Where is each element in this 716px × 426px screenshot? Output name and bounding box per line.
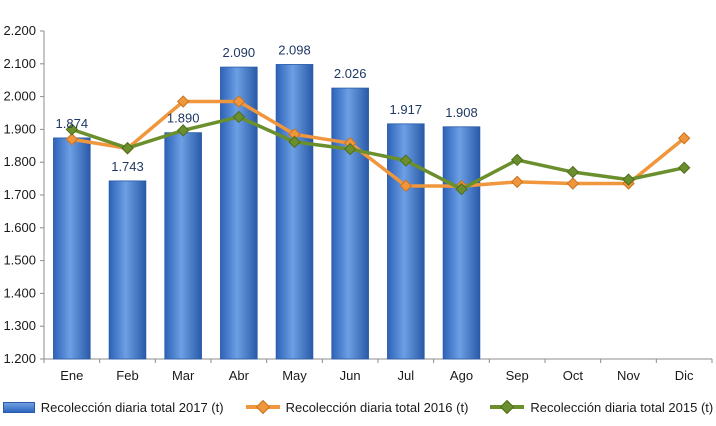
x-tick-label: Jun [340,368,361,383]
bar-data-label: 1.743 [111,159,144,174]
x-tick-label: Abr [229,368,250,383]
x-tick-label: Jul [398,368,415,383]
bar [164,132,202,360]
y-tick-label: 1.500 [3,253,36,268]
chart: 1.200 1.300 1.400 1.500 1.600 1.700 1.800 1.900… [3,23,713,383]
bar [442,126,481,360]
line-point-2015 [399,154,413,167]
y-tick-label: 1.800 [3,154,36,169]
bar-data-label: 1.908 [445,105,478,120]
bar-data-label: 2.026 [334,66,367,81]
bar-data-label: 1.917 [390,102,423,117]
line-series-2015 [71,115,685,191]
legend-item-2015: Recolección diaria total 2015 (t) [490,400,713,415]
legend-label-2015: Recolección diaria total 2015 (t) [530,399,714,415]
x-tick-label: Nov [617,368,641,383]
line-point-2015 [677,161,691,174]
line-point-2016 [232,95,246,108]
line-series-2016 [71,99,686,188]
line-point-2015 [566,165,580,179]
bar-data-label: 1.890 [167,111,200,126]
legend-line-swatch-2016 [245,399,280,415]
line-point-2016 [566,177,580,190]
bar [108,180,147,360]
line-series [65,95,691,196]
legend-label-2016: Recolección diaria total 2016 (t) [285,399,469,415]
bar [53,137,91,360]
line-point-2016 [677,132,691,145]
y-tick-label: 2.100 [3,56,36,71]
legend-item-2017: Recolección diaria total 2017 (t) [2,399,224,415]
line-point-2015 [288,135,301,149]
x-tick-label: Dic [675,368,694,383]
legend-label-2017: Recolección diaria total 2017 (t) [40,399,224,415]
y-tick-label: 1.200 [3,351,36,366]
y-tick-label: 1.600 [3,220,36,235]
legend-bar-swatch [2,401,35,413]
line-point-2015 [343,142,357,156]
data-labels: 1.874 1.743 1.890 2.090 2.098 2.026 1.917 1.908 [56,42,478,173]
x-tick-label: May [282,368,307,383]
x-tick-label: Feb [116,368,138,383]
line-point-2015 [232,110,246,124]
y-tick-label: 1.700 [3,187,36,202]
bar-data-label: 2.090 [223,45,256,60]
bar-data-label: 2.098 [278,42,311,57]
line-point-2015 [455,182,468,196]
line-point-2016 [510,175,524,189]
line-point-2015 [65,123,79,136]
bar-data-label: 1.874 [56,116,89,131]
line-point-2015 [176,124,190,137]
y-tick-label: 2.000 [3,89,36,104]
line-point-2015 [121,141,134,155]
y-tick-label: 1.300 [3,318,36,333]
line-point-2015 [510,153,524,167]
x-tick-label: Ago [450,368,473,383]
x-tick-label: Oct [563,368,584,383]
line-point-2016 [176,95,190,108]
bar [331,87,369,360]
legend-item-2016: Recolección diaria total 2016 (t) [245,399,469,415]
y-tick-label: 2.200 [3,23,36,38]
y-axis: 1.200 1.300 1.400 1.500 1.600 1.700 1.800 1.900… [3,23,45,366]
legend-line-swatch-2015 [490,399,525,415]
line-point-2015 [622,173,635,186]
line-point-2016 [65,133,79,146]
y-tick-label: 1.900 [3,121,36,136]
x-tick-label: Mar [172,368,195,383]
line-point-2016 [399,179,413,193]
legend: Recolección diaria total 2017 (t) Recole… [0,396,716,418]
x-tick-label: Ene [60,368,83,383]
bar [275,64,314,360]
x-axis: Ene Feb Mar Abr May Jun Jul Ago Sep Oct Nov Dic [43,358,713,383]
x-tick-label: Sep [506,368,529,383]
y-tick-label: 1.400 [3,285,36,300]
bar-series-2017 [53,64,481,360]
